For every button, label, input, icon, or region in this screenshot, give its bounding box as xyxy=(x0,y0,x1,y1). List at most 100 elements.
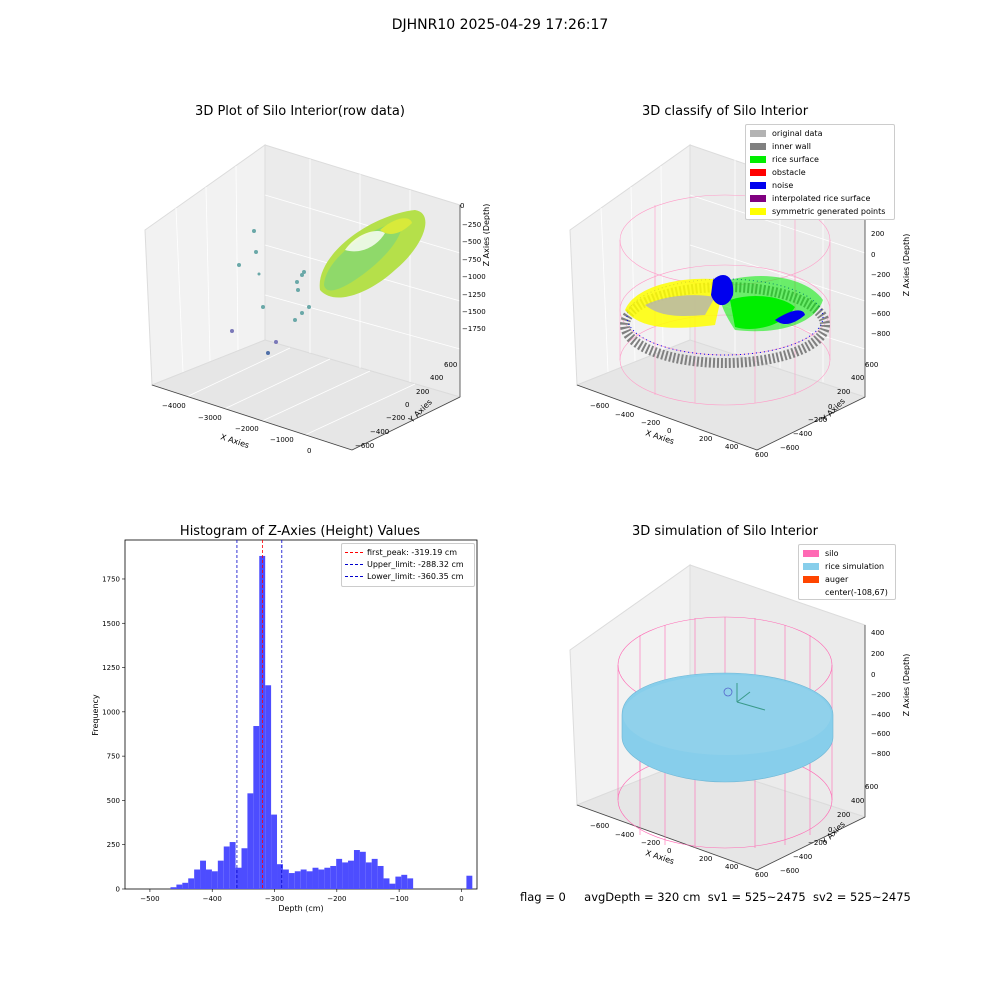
legend-label: original data xyxy=(772,129,823,138)
histogram-bar xyxy=(377,865,384,889)
panel2-title: 3D classify of Silo Interior xyxy=(641,104,809,119)
p4-ztick: 400 xyxy=(871,629,884,637)
panel1-outliers xyxy=(230,229,311,355)
p4-xtick: 0 xyxy=(667,847,671,855)
histogram-bar xyxy=(348,860,354,889)
legend-swatch xyxy=(803,589,819,596)
y-tick-label: 1750 xyxy=(102,575,120,583)
p1-ytick: −600 xyxy=(355,442,374,450)
p2-zlabel: Z Axies (Depth) xyxy=(902,234,910,297)
p3-xlabel: Depth (cm) xyxy=(278,904,323,913)
p4-xtick: 400 xyxy=(725,863,738,871)
histogram-bar xyxy=(170,887,177,889)
panel1-3d-plot: −4000 −3000 −2000 −1000 0 −600 −400 −200… xyxy=(144,144,490,455)
y-tick-label: 0 xyxy=(116,886,120,894)
p2-ytick: 400 xyxy=(851,374,864,382)
legend-entry: center(-108,67) xyxy=(803,586,891,599)
legend-entry: original data xyxy=(750,127,890,140)
legend-entry: inner wall xyxy=(750,140,890,153)
panel4-3d-plot: −600 −400 −200 0 200 400 600 −600 −400 −… xyxy=(569,564,910,879)
histogram-bar xyxy=(353,850,360,889)
histogram-bar xyxy=(389,883,396,889)
p2-ytick: −400 xyxy=(793,430,812,438)
y-tick-label: 1500 xyxy=(102,620,120,628)
legend-swatch xyxy=(345,575,363,577)
panel3-title: Histogram of Z-Axies (Height) Values xyxy=(179,524,421,539)
p4-ztick: −400 xyxy=(871,711,890,719)
legend-entry: Lower_limit: -360.35 cm xyxy=(345,570,471,582)
p1-ztick: −250 xyxy=(462,221,481,229)
p2-xtick: 0 xyxy=(667,427,671,435)
x-tick-label: −100 xyxy=(390,895,409,903)
p1-ytick: 0 xyxy=(405,401,409,409)
p1-zlabel: Z Axies (Depth) xyxy=(482,204,490,267)
histogram-bar xyxy=(205,869,212,889)
legend-entry: rice surface xyxy=(750,153,890,166)
legend-entry: silo xyxy=(803,547,891,560)
histogram-bar xyxy=(211,871,218,889)
p1-ytick: −200 xyxy=(386,414,405,422)
legend-swatch xyxy=(750,182,766,189)
p2-ztick: −400 xyxy=(871,291,890,299)
sv1-range: sv1 = 525~2475 xyxy=(707,890,806,904)
legend-swatch xyxy=(750,156,766,163)
p4-zlabel: Z Axies (Depth) xyxy=(902,654,910,717)
histogram-bar xyxy=(300,869,307,889)
p1-ztick: −1250 xyxy=(462,291,486,299)
p2-ytick: 200 xyxy=(837,388,850,396)
p4-ztick: 0 xyxy=(871,671,875,679)
p4-ztick: 200 xyxy=(871,650,884,658)
p4-ytick: −600 xyxy=(780,867,799,875)
panel4-title: 3D simulation of Silo Interior xyxy=(632,524,818,539)
p2-xtick: −200 xyxy=(641,419,660,427)
histogram-bar xyxy=(324,867,331,889)
legend-label: interpolated rice surface xyxy=(772,194,871,203)
histogram-bar xyxy=(365,862,372,889)
p4-ytick: 600 xyxy=(865,783,878,791)
x-tick-label: −300 xyxy=(265,895,284,903)
legend-label: symmetric generated points xyxy=(772,207,886,216)
p1-xtick: −2000 xyxy=(235,425,259,433)
histogram-bar xyxy=(271,814,278,889)
p4-xtick: −400 xyxy=(615,831,634,839)
legend-label: Lower_limit: -360.35 cm xyxy=(367,571,464,581)
histogram-bar xyxy=(383,878,390,889)
legend-label: first_peak: -319.19 cm xyxy=(367,547,458,557)
p1-ztick: −1000 xyxy=(462,273,486,281)
p1-ztick: −1500 xyxy=(462,308,486,316)
p4-ztick: −600 xyxy=(871,730,890,738)
histogram-bar xyxy=(200,860,206,889)
p1-ytick: 200 xyxy=(416,388,429,396)
p2-ztick: 200 xyxy=(871,230,884,238)
p2-xtick: 400 xyxy=(725,443,738,451)
p2-ytick: −600 xyxy=(780,444,799,452)
p2-ztick: −800 xyxy=(871,330,890,338)
legend-swatch xyxy=(345,563,363,565)
p2-ytick: 0 xyxy=(828,403,832,411)
panel1-title: 3D Plot of Silo Interior(row data) xyxy=(195,104,405,119)
p1-xtick: −3000 xyxy=(198,414,222,422)
p2-legend: original data inner wall rice surface obsta… xyxy=(745,124,895,220)
histogram-bar xyxy=(401,874,408,889)
p1-xlabel: X Axies xyxy=(219,432,250,450)
p4-xtick: 200 xyxy=(699,855,712,863)
y-tick-label: 750 xyxy=(107,753,120,761)
histogram-bar xyxy=(265,685,272,889)
p3-axes-frame xyxy=(124,539,478,890)
p3-threshold-lines xyxy=(236,540,283,889)
panel1-surface xyxy=(319,210,426,298)
x-tick-label: −500 xyxy=(140,895,159,903)
figure-title: DJHNR10 2025-04-29 17:26:17 xyxy=(391,17,609,33)
legend-label: obstacle xyxy=(772,168,806,177)
p4-xtick: 600 xyxy=(755,871,768,879)
p2-xtick: 200 xyxy=(699,435,712,443)
p2-xtick: 600 xyxy=(755,451,768,459)
histogram-bar xyxy=(194,869,201,889)
p2-xtick: −600 xyxy=(590,402,609,410)
histogram-bar xyxy=(188,878,195,889)
legend-entry: Upper_limit: -288.32 cm xyxy=(345,558,471,570)
histogram-bar xyxy=(336,858,343,889)
p2-noise xyxy=(626,278,824,356)
p1-ytick: 400 xyxy=(430,374,443,382)
legend-entry: obstacle xyxy=(750,166,890,179)
